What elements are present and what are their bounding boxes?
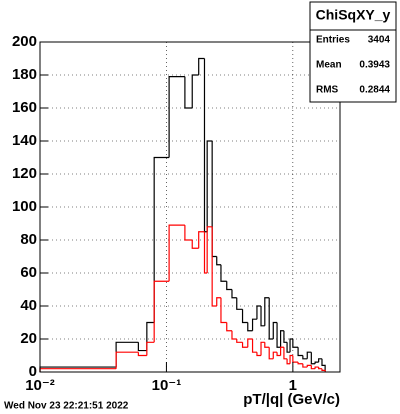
histogram-bin: [203, 231, 208, 274]
histogram-bin: [289, 338, 293, 353]
histogram-bin: [137, 352, 147, 357]
histogram-bin: [280, 330, 284, 348]
histogram-bin: [268, 297, 274, 340]
stats-box: ChiSqXY_y Entries 3404 Mean 0.3943 RMS 0…: [309, 1, 397, 103]
plot-area: [39, 41, 340, 373]
histogram-bin: [236, 297, 243, 310]
histogram-bin: [302, 355, 308, 360]
histogram-bin: [247, 322, 253, 332]
histogram-bin: [216, 256, 221, 266]
histogram-bin: [292, 339, 299, 348]
histogram-bin: [318, 367, 322, 370]
histogram-bin: [297, 347, 303, 357]
histogram-bin: [241, 342, 248, 348]
histogram-bin: [198, 231, 205, 249]
stats-label: Mean: [316, 60, 342, 71]
histogram-bin: [302, 363, 308, 368]
histogram-bin: [168, 76, 185, 158]
histogram-bin: [283, 347, 288, 360]
stats-frame: [309, 1, 397, 103]
histogram-bin: [268, 347, 274, 360]
histogram-bin: [276, 352, 281, 357]
histogram-bin: [306, 364, 312, 368]
histogram-bin: [286, 358, 291, 365]
histogram-bin: [260, 341, 265, 356]
histogram-bin: [153, 156, 170, 323]
histogram-bin: [321, 358, 326, 372]
histogram-bin: [251, 318, 257, 331]
histogram-bin: [272, 321, 278, 339]
histogram-bin: [276, 322, 281, 348]
histogram-bin: [260, 306, 265, 327]
y-tick-label: 160: [12, 99, 37, 116]
stats-value: 0.2844: [359, 85, 390, 96]
histogram-bin: [168, 224, 185, 282]
histogram-bin: [286, 342, 291, 353]
histogram-bin: [191, 240, 199, 249]
histogram-bin: [256, 352, 262, 357]
histogram-bin: [251, 339, 257, 353]
histogram-bin: [241, 309, 248, 324]
histogram-bin: [283, 330, 288, 343]
histogram-bin: [231, 330, 237, 340]
histogram-bin: [153, 280, 170, 343]
y-tick-label: 20: [20, 330, 37, 347]
stats-value: 3404: [368, 35, 391, 46]
y-tick-label: 100: [12, 198, 37, 215]
x-tick-label: 10⁻²: [25, 377, 55, 394]
histogram-bin: [226, 281, 232, 291]
histogram-bin: [206, 226, 213, 273]
histogram-bin: [310, 365, 316, 370]
histogram-bin: [206, 140, 213, 232]
histogram-bin: [220, 264, 227, 282]
histogram-bin: [264, 297, 270, 326]
histogram-bin: [184, 76, 193, 109]
x-tick-label: 10⁻¹: [152, 377, 182, 394]
histogram-bin: [198, 57, 205, 75]
footer: Wed Nov 23 22:21:51 2022: [4, 401, 129, 412]
y-tick-label: 180: [12, 66, 37, 83]
y-tick-label: 80: [20, 231, 37, 248]
histogram-bin: [146, 321, 155, 351]
histogram-bin: [256, 305, 262, 320]
stats-label: RMS: [316, 85, 339, 96]
histogram-bin: [247, 338, 253, 348]
x-tick-label: 1: [289, 377, 297, 394]
histogram-bin: [297, 362, 303, 365]
histogram-bin: [191, 74, 199, 108]
histogram-bin: [137, 342, 147, 352]
histogram-bin: [220, 297, 227, 324]
histogram-bin: [264, 342, 270, 348]
y-tick-label: 200: [12, 33, 37, 50]
y-tick-label: 40: [20, 297, 37, 314]
y-tick-label: 120: [12, 165, 37, 182]
stats-value: 0.3943: [359, 60, 390, 71]
histogram-bin: [310, 352, 316, 365]
histogram-bin: [314, 361, 319, 364]
histogram-bin: [280, 346, 284, 356]
histogram-bin: [314, 366, 319, 369]
histogram-bin: [272, 351, 278, 359]
histogram-bin: [184, 225, 193, 241]
histogram-bin: [306, 351, 312, 359]
histogram-bin: [318, 358, 322, 363]
histogram-bin: [226, 322, 232, 332]
histogram-bin: [236, 339, 243, 343]
y-tick-label: 0: [29, 363, 37, 380]
histogram-bin: [115, 351, 139, 369]
histogram-bin: [211, 226, 217, 307]
y-tick-label: 60: [20, 264, 37, 281]
y-tick-label: 140: [12, 132, 37, 149]
stats-label: Entries: [316, 35, 350, 46]
x-axis-label: pT/|q| (GeV/c): [243, 391, 340, 408]
histogram-bin: [216, 297, 221, 306]
histogram-bin: [321, 368, 326, 372]
stats-title: ChiSqXY_y: [316, 7, 391, 23]
histogram-bin: [231, 289, 237, 299]
histogram-bin: [289, 354, 293, 364]
histogram-bin: [146, 341, 155, 356]
